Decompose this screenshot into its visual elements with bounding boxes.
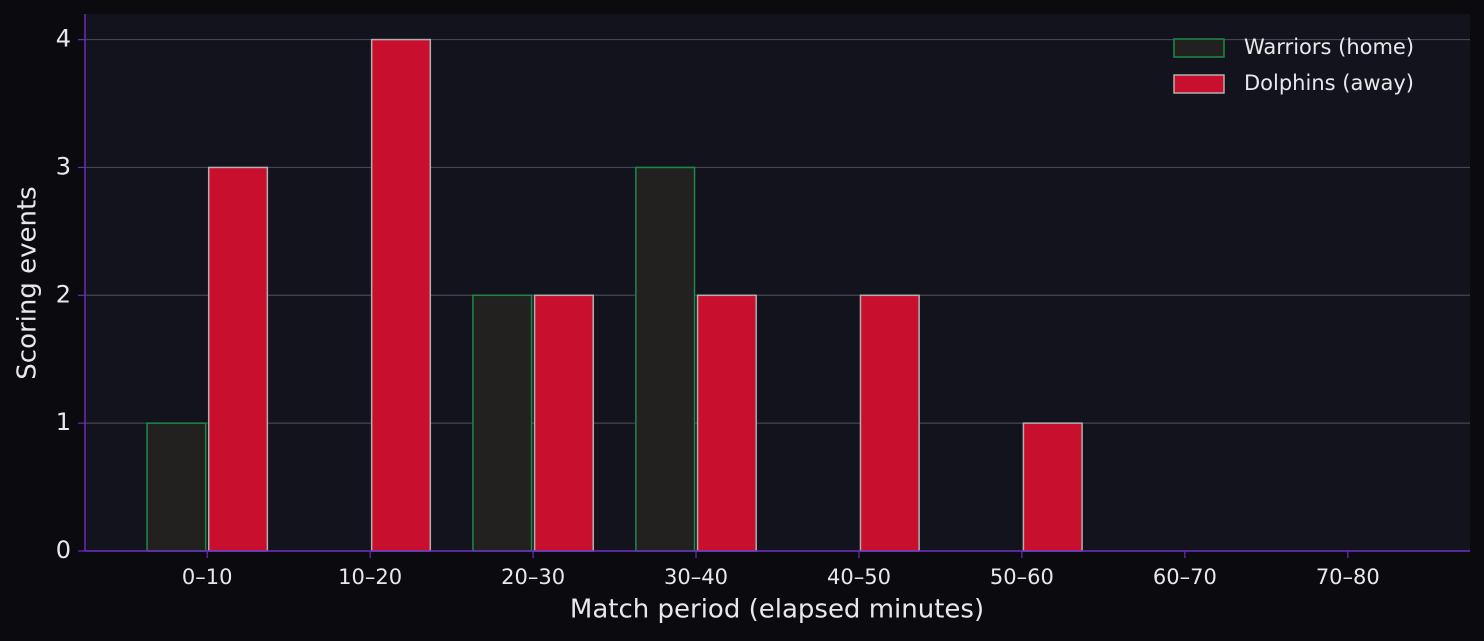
bar — [472, 294, 533, 552]
x-tick-label: 20–30 — [501, 565, 565, 589]
y-tick-label: 1 — [56, 408, 71, 436]
bar — [1022, 422, 1083, 552]
y-tick-label: 4 — [56, 25, 71, 53]
x-tick-label: 70–80 — [1316, 565, 1380, 589]
y-tick-label: 3 — [56, 152, 71, 180]
bar — [859, 294, 920, 552]
bar — [146, 422, 207, 552]
y-tick-label: 0 — [56, 536, 71, 564]
bar — [207, 166, 269, 552]
y-tick-label: 2 — [56, 280, 71, 308]
bars — [146, 38, 1083, 552]
x-tick-label: 40–50 — [827, 565, 891, 589]
legend-swatch — [1173, 38, 1225, 58]
x-tick-label: 60–70 — [1153, 565, 1217, 589]
x-tick-label: 10–20 — [338, 565, 402, 589]
legend-label: Dolphins (away) — [1244, 71, 1414, 95]
plot-area — [85, 14, 1470, 551]
x-tick-label: 0–10 — [182, 565, 233, 589]
x-axis-label: Match period (elapsed minutes) — [570, 595, 984, 625]
legend-swatch — [1173, 74, 1225, 94]
bar — [533, 294, 594, 552]
y-axis-label: Scoring events — [13, 186, 43, 379]
bar — [370, 38, 432, 552]
bar — [696, 294, 757, 552]
bar — [635, 166, 696, 552]
x-tick-label: 50–60 — [990, 565, 1054, 589]
legend-label: Warriors (home) — [1244, 35, 1414, 59]
x-tick-label: 30–40 — [664, 565, 728, 589]
